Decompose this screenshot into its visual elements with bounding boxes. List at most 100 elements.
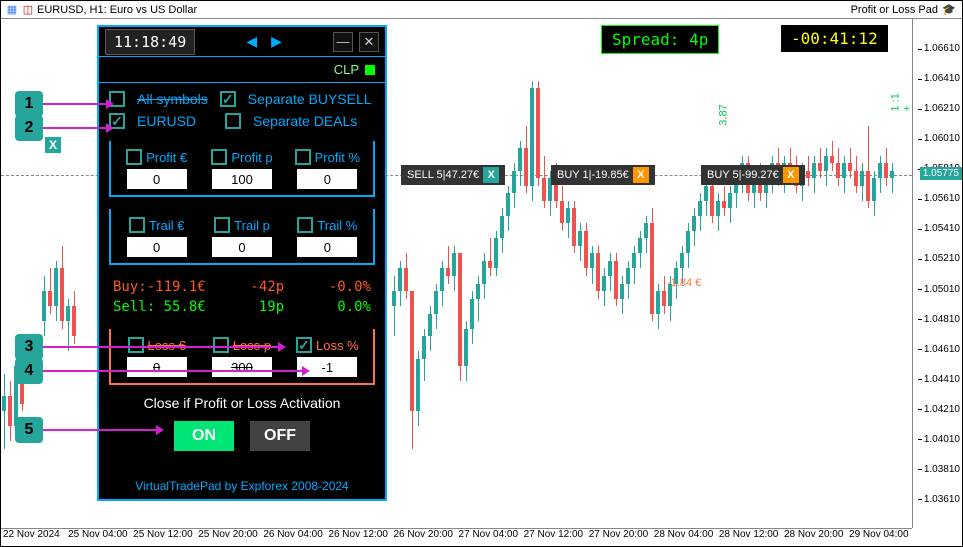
trail-pct-input[interactable] xyxy=(297,237,357,257)
time-tick: 28 Nov 12:00 xyxy=(717,529,782,546)
prev-arrow-icon[interactable]: ◀ xyxy=(242,33,261,50)
callout-number: 5 xyxy=(15,417,43,443)
panel-footer: VirtualTradePad by Expforex 2008-2024 xyxy=(99,479,385,493)
sep-deals-label: Separate DEALs xyxy=(253,113,357,129)
callout: 4 xyxy=(15,358,307,384)
trail-group: Trail € Trail p Trail % xyxy=(109,209,375,265)
trade-label: BUY 5|-99.27€ X xyxy=(701,165,805,185)
trade-close-button[interactable]: X xyxy=(633,167,649,183)
price-tick: 1.06010 xyxy=(924,133,960,144)
trail-p-input[interactable] xyxy=(212,237,272,257)
price-tick: 1.04210 xyxy=(924,404,960,415)
header-right-label: Profit or Loss Pad xyxy=(851,4,938,16)
price-tick: 1.04010 xyxy=(924,434,960,445)
chart-icon: ◫ xyxy=(21,3,35,17)
callout: 3 xyxy=(15,334,283,360)
pnl-sell-row: Sell: 55.8€19p0.0% xyxy=(109,297,375,317)
status-dot-icon xyxy=(365,65,375,75)
callout-arrow-icon xyxy=(43,370,307,372)
profit-p-checkbox[interactable] xyxy=(211,149,227,165)
trail-pct-checkbox[interactable] xyxy=(297,217,313,233)
time-tick: 25 Nov 04:00 xyxy=(66,529,131,546)
time-tick: 25 Nov 20:00 xyxy=(196,529,261,546)
callout-number: 3 xyxy=(15,334,43,360)
timer-box: -00:41:12 xyxy=(781,25,888,52)
activation-label: Close if Profit or Loss Activation xyxy=(109,395,375,411)
sep-buysell-checkbox[interactable] xyxy=(220,91,236,107)
minimize-button[interactable]: — xyxy=(333,32,353,52)
profit-p-label: Profit p xyxy=(231,150,272,165)
callout-number: 1 xyxy=(15,91,43,117)
price-tick: 1.05210 xyxy=(924,253,960,264)
next-arrow-icon[interactable]: ▶ xyxy=(267,33,286,50)
time-tick: 27 Nov 04:00 xyxy=(457,529,522,546)
profit-pct-input[interactable] xyxy=(297,169,357,189)
time-tick: 28 Nov 20:00 xyxy=(782,529,847,546)
callout-number: 2 xyxy=(15,115,43,141)
price-tick: 1.04810 xyxy=(924,314,960,325)
profit-group: Profit € Profit p Profit % xyxy=(109,141,375,197)
callout-arrow-icon xyxy=(43,346,283,348)
callout: 5 xyxy=(15,417,161,443)
price-tick: 1.05410 xyxy=(924,223,960,234)
close-button[interactable]: ✕ xyxy=(359,32,379,52)
profit-pct-label: Profit % xyxy=(315,150,361,165)
callout-arrow-icon xyxy=(43,103,111,105)
trail-eur-checkbox[interactable] xyxy=(129,217,145,233)
callout: 2 xyxy=(15,115,111,141)
eurusd-label: EURUSD xyxy=(137,113,213,129)
price-tick: 1.06610 xyxy=(924,43,960,54)
time-tick: 26 Nov 12:00 xyxy=(326,529,391,546)
time-tick: 29 Nov 04:00 xyxy=(847,529,912,546)
trade-close-button[interactable]: X xyxy=(783,167,799,183)
price-tick: 1.06410 xyxy=(924,73,960,84)
time-tick: 27 Nov 20:00 xyxy=(587,529,652,546)
time-tick: 26 Nov 04:00 xyxy=(261,529,326,546)
trade-text: BUY 5|-99.27€ xyxy=(707,169,779,181)
chart-annotation: 1 :1 + xyxy=(890,91,914,112)
sep-buysell-label: Separate BUYSELL xyxy=(248,91,372,107)
chart-annotation: 3.87 xyxy=(718,104,730,125)
time-tick: 27 Nov 12:00 xyxy=(522,529,587,546)
trail-p-label: Trail p xyxy=(234,218,270,233)
time-tick: 22 Nov 2024 xyxy=(1,529,66,546)
panel-clock: 11:18:49 xyxy=(105,29,195,55)
trail-eur-input[interactable] xyxy=(127,237,187,257)
sep-deals-checkbox[interactable] xyxy=(225,113,241,129)
profit-pct-checkbox[interactable] xyxy=(295,149,311,165)
clp-row: CLP xyxy=(99,57,385,83)
time-axis: 22 Nov 202425 Nov 04:0025 Nov 12:0025 No… xyxy=(1,528,912,546)
price-axis: 1.066101.064101.062101.060101.058101.056… xyxy=(912,19,962,528)
trail-eur-label: Trail € xyxy=(149,218,185,233)
trade-close-button[interactable]: X xyxy=(483,167,499,183)
panel-titlebar: 11:18:49 ◀ ▶ — ✕ xyxy=(99,27,385,57)
chart-header: ▦ ◫ EURUSD, H1: Euro vs US Dollar Profit… xyxy=(1,1,962,19)
time-tick: 26 Nov 20:00 xyxy=(391,529,456,546)
price-tick: 1.04410 xyxy=(924,374,960,385)
trade-text: BUY 1|-19.85€ xyxy=(557,169,629,181)
clp-label: CLP xyxy=(334,62,359,77)
trade-label: BUY 1|-19.85€ X xyxy=(551,165,655,185)
trade-label: SELL 5|47.27€ X xyxy=(401,165,505,185)
graduation-icon[interactable]: 🎓 xyxy=(942,3,956,17)
profit-eur-checkbox[interactable] xyxy=(126,149,142,165)
pnl-buy-row: Buy:-119.1€-42p-0.0% xyxy=(109,277,375,297)
callout-arrow-icon xyxy=(43,429,161,431)
trail-p-checkbox[interactable] xyxy=(214,217,230,233)
time-tick: 25 Nov 12:00 xyxy=(131,529,196,546)
callout: 1 xyxy=(15,91,111,117)
price-tick: 1.05610 xyxy=(924,193,960,204)
trail-pct-label: Trail % xyxy=(317,218,357,233)
profit-eur-label: Profit € xyxy=(146,150,187,165)
profit-p-input[interactable] xyxy=(212,169,272,189)
price-tick: 1.03610 xyxy=(924,494,960,505)
chart-title: EURUSD, H1: Euro vs US Dollar xyxy=(37,4,197,16)
price-tick: 1.04610 xyxy=(924,344,960,355)
trade-text: SELL 5|47.27€ xyxy=(407,169,479,181)
on-button[interactable]: ON xyxy=(174,421,234,451)
loss-pct-checkbox[interactable] xyxy=(296,337,312,353)
profit-eur-input[interactable] xyxy=(127,169,187,189)
price-tick: 1.03810 xyxy=(924,464,960,475)
time-tick: 28 Nov 04:00 xyxy=(652,529,717,546)
off-button[interactable]: OFF xyxy=(250,421,310,451)
